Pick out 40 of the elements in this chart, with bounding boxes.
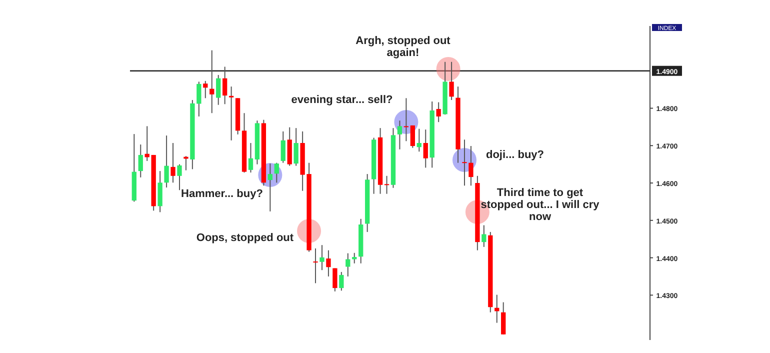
annotation: Third time to get stopped out... I will cry now — [480, 187, 600, 223]
candlestick — [352, 252, 357, 264]
candlestick — [320, 244, 324, 271]
candlestick — [339, 271, 344, 292]
candlestick — [410, 124, 416, 148]
candlestick — [423, 129, 428, 168]
candlestick — [313, 248, 318, 284]
candlestick — [248, 142, 254, 174]
annotation: Oops, stopped out — [196, 232, 294, 244]
candlestick — [346, 252, 350, 277]
candlestick — [384, 175, 390, 194]
candlestick — [501, 302, 506, 335]
annotation: Hammer... buy? — [181, 188, 264, 200]
candlestick — [482, 224, 486, 248]
candlestick — [164, 135, 169, 188]
candlestick — [158, 170, 162, 213]
candlestick — [332, 268, 338, 292]
candlestick — [274, 162, 279, 184]
candlestick — [436, 102, 441, 123]
candlestick — [294, 128, 298, 166]
annotation: doji... buy? — [486, 149, 544, 161]
candlestick — [228, 86, 234, 141]
candlestick — [462, 139, 467, 186]
candlestick — [404, 98, 409, 142]
candlestick — [326, 250, 331, 277]
annotation: evening star... sell? — [291, 94, 394, 106]
candlestick — [222, 66, 228, 105]
candlestick — [177, 164, 182, 191]
candlestick — [210, 50, 214, 114]
candlestick — [216, 74, 221, 106]
candlestick — [268, 163, 272, 212]
candlestick — [170, 142, 176, 184]
candlestick — [468, 145, 474, 186]
candlestick — [203, 80, 208, 99]
annotation: Argh, stopped out again! — [356, 35, 451, 59]
candlestick — [280, 130, 286, 164]
candlestick — [138, 144, 143, 178]
candlestick — [397, 120, 402, 150]
candlestick — [416, 128, 422, 152]
candlestick — [449, 61, 454, 101]
